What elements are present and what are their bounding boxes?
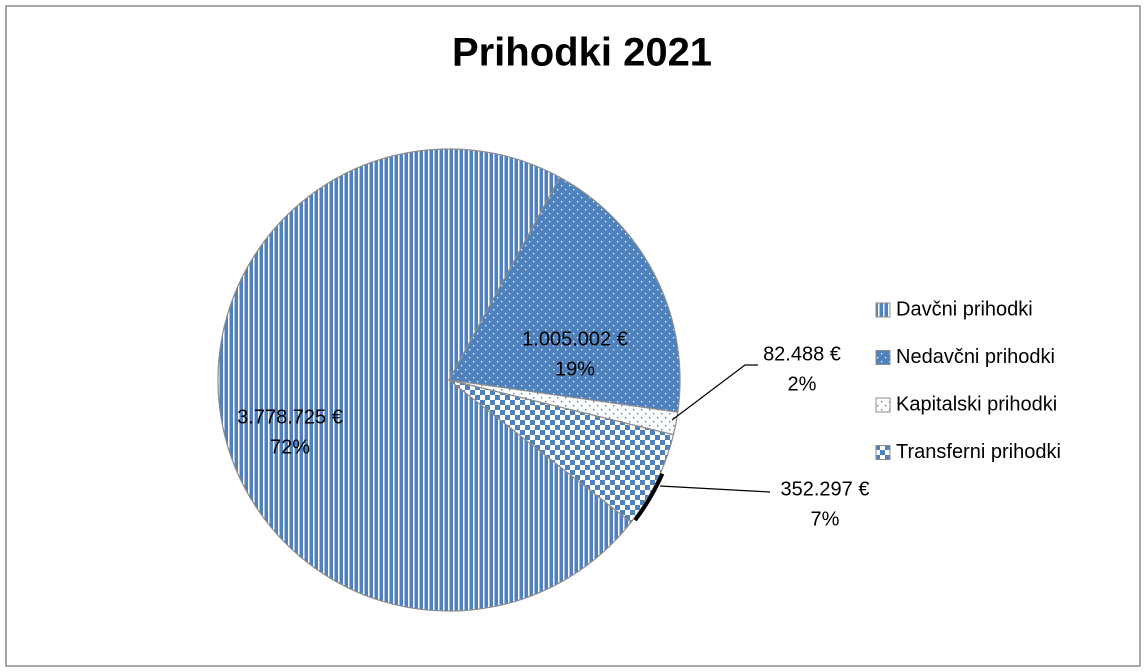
legend-swatch — [875, 397, 891, 413]
legend-label: Davčni prihodki — [896, 298, 1033, 320]
leader-line — [671, 364, 758, 421]
legend-label: Kapitalski prihodki — [896, 393, 1057, 415]
data-label-percent: 2% — [788, 373, 817, 395]
legend-swatch — [875, 302, 891, 318]
slice-highlight — [633, 472, 665, 522]
data-label-percent: 72% — [270, 436, 310, 458]
pie-slice — [217, 148, 632, 612]
legend-label: Nedavčni prihodki — [896, 346, 1055, 368]
data-label: 3.778.725 € — [237, 406, 343, 428]
data-label: 82.488 € — [763, 343, 841, 365]
data-label: 1.005.002 € — [522, 328, 628, 350]
data-label-percent: 19% — [555, 358, 595, 380]
chart-title: Prihodki 2021 — [452, 31, 712, 75]
data-label: 352.297 € — [781, 478, 870, 500]
legend-label: Transferni prihodki — [896, 441, 1061, 463]
legend-swatch — [875, 445, 891, 460]
pie-slice — [448, 176, 681, 413]
legend-swatch — [875, 350, 891, 365]
pie-slice — [448, 379, 675, 524]
data-label-percent: 7% — [811, 508, 840, 530]
leader-line — [659, 485, 771, 493]
